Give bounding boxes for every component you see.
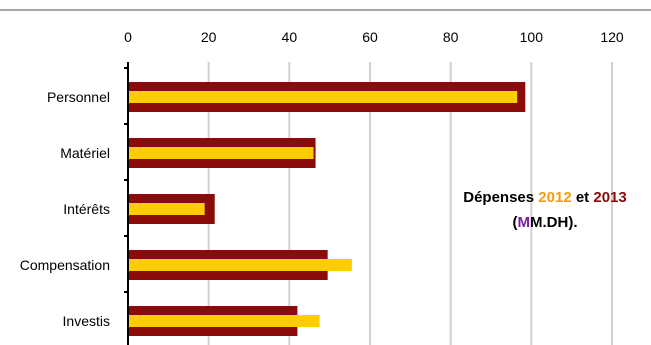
annotation-unit-rest: M.DH). bbox=[530, 214, 578, 231]
category-label-personnel: Personnel bbox=[47, 89, 110, 105]
bar-2012-compensation bbox=[128, 259, 352, 271]
annotation-line-1: Dépenses 2012 et 2013 bbox=[430, 185, 651, 210]
category-label-matériel: Matériel bbox=[60, 145, 110, 161]
x-tick-label: 0 bbox=[124, 29, 132, 45]
chart-annotation: Dépenses 2012 et 2013 (MM.DH). bbox=[430, 185, 651, 235]
category-label-investis: Investis bbox=[63, 313, 110, 329]
bar-2012-investis bbox=[128, 315, 320, 327]
category-label-compensation: Compensation bbox=[20, 257, 110, 273]
annotation-paren: ( bbox=[512, 214, 518, 231]
bar-2012-personnel bbox=[128, 91, 518, 103]
x-tick-label: 80 bbox=[443, 29, 459, 45]
top-border-line bbox=[0, 9, 651, 11]
x-tick-labels: 0 20 40 60 80 100 120 bbox=[124, 29, 624, 45]
category-label-intérêts: Intérêts bbox=[63, 201, 110, 217]
x-tick-label: 20 bbox=[201, 29, 217, 45]
category-axis bbox=[124, 62, 129, 345]
bars bbox=[128, 82, 526, 336]
x-tick-label: 100 bbox=[520, 29, 544, 45]
annotation-year-2012: 2012 bbox=[538, 189, 572, 206]
annotation-line-2: (MM.DH). bbox=[430, 210, 651, 235]
category-labels: Personnel Matériel Intérêts Compensation Inv… bbox=[20, 89, 110, 329]
x-tick-label: 40 bbox=[282, 29, 298, 45]
annotation-text-et: et bbox=[571, 189, 594, 206]
bar-2012-intérêts bbox=[128, 203, 205, 215]
annotation-unit-m: M bbox=[517, 214, 531, 231]
annotation-text-depenses: Dépenses bbox=[463, 189, 539, 206]
x-tick-label: 60 bbox=[362, 29, 378, 45]
x-tick-label: 120 bbox=[600, 29, 624, 45]
annotation-year-2013: 2013 bbox=[593, 189, 627, 206]
bar-2012-matériel bbox=[128, 147, 314, 159]
